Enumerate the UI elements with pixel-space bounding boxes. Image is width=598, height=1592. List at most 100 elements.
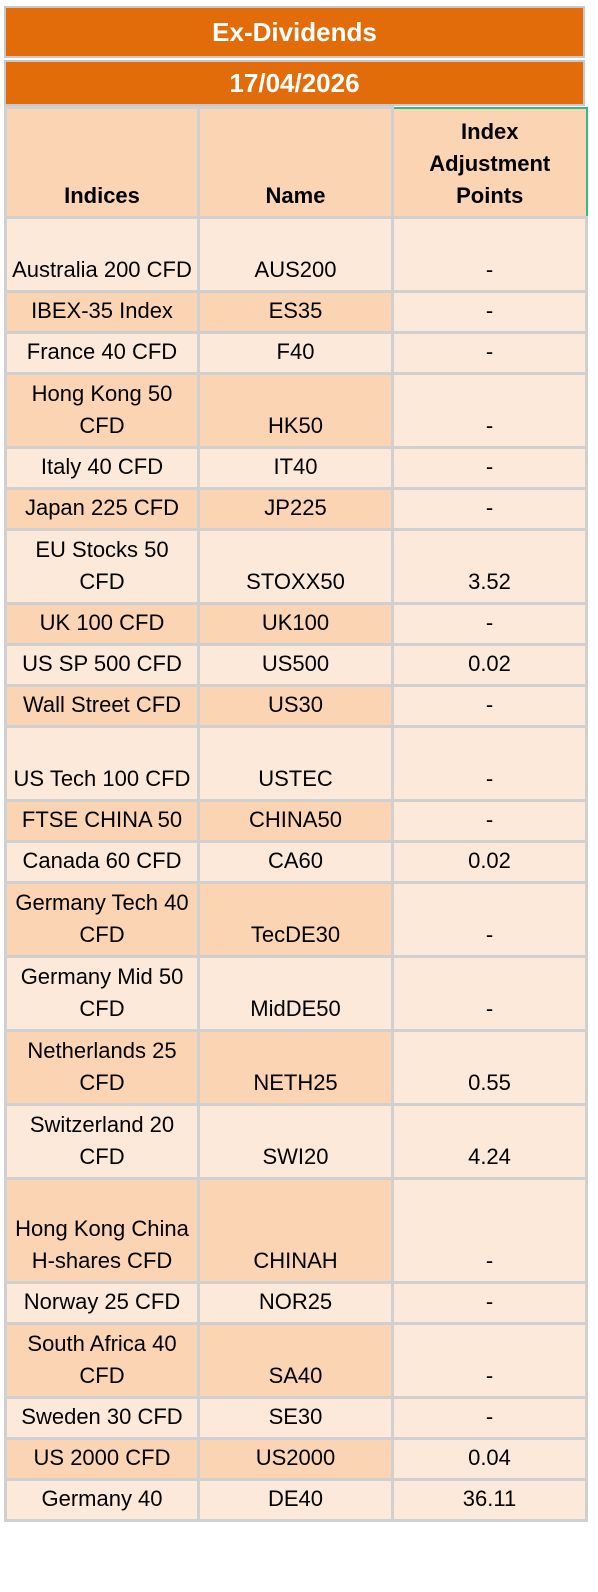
- table-row: Germany 40 DE40 36.11: [4, 1478, 588, 1522]
- points-cell[interactable]: -: [391, 1177, 588, 1284]
- table-row: Wall Street CFD US30-: [4, 684, 588, 728]
- points-cell[interactable]: -: [391, 372, 588, 449]
- symbol-cell[interactable]: JP225: [197, 487, 394, 531]
- table-body: Australia 200 CFD AUS200- IBEX-35 Index ES3…: [4, 216, 588, 1522]
- symbol-cell[interactable]: SA40: [197, 1322, 394, 1399]
- symbol-cell[interactable]: US500: [197, 643, 394, 687]
- symbol-cell[interactable]: CA60: [197, 840, 394, 884]
- table-row: Switzerland 20 CFD SWI20 4.24: [4, 1103, 588, 1180]
- index-cell[interactable]: Italy 40 CFD: [4, 446, 200, 490]
- symbol-cell[interactable]: DE40: [197, 1478, 394, 1522]
- symbol-cell[interactable]: MidDE50: [197, 955, 394, 1032]
- index-cell[interactable]: France 40 CFD: [4, 331, 200, 375]
- table-row: South Africa 40 CFD SA40-: [4, 1322, 588, 1399]
- table-row: Sweden 30 CFD SE30-: [4, 1396, 588, 1440]
- index-cell[interactable]: Hong Kong 50 CFD: [4, 372, 200, 449]
- table-row: Germany Mid 50 CFD MidDE50-: [4, 955, 588, 1032]
- index-cell[interactable]: South Africa 40 CFD: [4, 1322, 200, 1399]
- points-cell[interactable]: -: [391, 955, 588, 1032]
- table-row: FTSE CHINA 50 CHINA50-: [4, 799, 588, 843]
- index-cell[interactable]: Germany Mid 50 CFD: [4, 955, 200, 1032]
- table-row: Canada 60 CFD CA60 0.02: [4, 840, 588, 884]
- table-row: UK 100 CFD UK100-: [4, 602, 588, 646]
- table-row: Hong Kong China H-shares CFD CHINAH -: [4, 1177, 588, 1284]
- symbol-cell[interactable]: SE30: [197, 1396, 394, 1440]
- index-cell[interactable]: Japan 225 CFD: [4, 487, 200, 531]
- points-cell[interactable]: -: [391, 1281, 588, 1325]
- index-cell[interactable]: Germany 40: [4, 1478, 200, 1522]
- symbol-cell[interactable]: NETH25: [197, 1029, 394, 1106]
- sheet-title: Ex-Dividends: [4, 6, 585, 58]
- symbol-cell[interactable]: USTEC: [197, 725, 394, 802]
- ex-dividends-table: Indices Name Index Adjustment Points Aus…: [4, 106, 588, 1522]
- points-cell[interactable]: -: [391, 881, 588, 958]
- points-cell[interactable]: 0.04: [391, 1437, 588, 1481]
- symbol-cell[interactable]: NOR25: [197, 1281, 394, 1325]
- symbol-cell[interactable]: ES35: [197, 290, 394, 334]
- index-cell[interactable]: Switzerland 20 CFD: [4, 1103, 200, 1180]
- symbol-cell[interactable]: TecDE30: [197, 881, 394, 958]
- table-row: US SP 500 CFD US500 0.02: [4, 643, 588, 687]
- points-cell[interactable]: -: [391, 290, 588, 334]
- column-header-adjustment-points[interactable]: Index Adjustment Points: [391, 106, 588, 219]
- points-cell[interactable]: -: [391, 331, 588, 375]
- table-row: IBEX-35 Index ES35-: [4, 290, 588, 334]
- points-cell[interactable]: 3.52: [391, 528, 588, 605]
- table-row: Netherlands 25 CFD NETH25 0.55: [4, 1029, 588, 1106]
- index-cell[interactable]: Netherlands 25 CFD: [4, 1029, 200, 1106]
- index-cell[interactable]: US 2000 CFD: [4, 1437, 200, 1481]
- symbol-cell[interactable]: STOXX50: [197, 528, 394, 605]
- symbol-cell[interactable]: IT40: [197, 446, 394, 490]
- index-cell[interactable]: Wall Street CFD: [4, 684, 200, 728]
- index-cell[interactable]: Canada 60 CFD: [4, 840, 200, 884]
- points-cell[interactable]: -: [391, 602, 588, 646]
- index-cell[interactable]: IBEX-35 Index: [4, 290, 200, 334]
- index-cell[interactable]: US Tech 100 CFD: [4, 725, 200, 802]
- index-cell[interactable]: Sweden 30 CFD: [4, 1396, 200, 1440]
- table-row: Australia 200 CFD AUS200-: [4, 216, 588, 293]
- symbol-cell[interactable]: F40: [197, 331, 394, 375]
- index-cell[interactable]: Germany Tech 40 CFD: [4, 881, 200, 958]
- points-cell[interactable]: -: [391, 216, 588, 293]
- table-row: Hong Kong 50 CFD HK50-: [4, 372, 588, 449]
- points-cell[interactable]: -: [391, 725, 588, 802]
- points-cell[interactable]: 0.02: [391, 840, 588, 884]
- index-cell[interactable]: Hong Kong China H-shares CFD: [4, 1177, 200, 1284]
- index-cell[interactable]: FTSE CHINA 50: [4, 799, 200, 843]
- table-row: Germany Tech 40 CFD TecDE30-: [4, 881, 588, 958]
- table-row: EU Stocks 50 CFD STOXX50 3.52: [4, 528, 588, 605]
- table-row: US Tech 100 CFD USTEC -: [4, 725, 588, 802]
- points-cell[interactable]: -: [391, 446, 588, 490]
- points-cell[interactable]: -: [391, 684, 588, 728]
- symbol-cell[interactable]: CHINAH: [197, 1177, 394, 1284]
- points-cell[interactable]: -: [391, 487, 588, 531]
- index-cell[interactable]: UK 100 CFD: [4, 602, 200, 646]
- symbol-cell[interactable]: AUS200: [197, 216, 394, 293]
- symbol-cell[interactable]: US2000: [197, 1437, 394, 1481]
- index-cell[interactable]: US SP 500 CFD: [4, 643, 200, 687]
- table-row: Japan 225 CFD JP225-: [4, 487, 588, 531]
- points-cell[interactable]: 36.11: [391, 1478, 588, 1522]
- symbol-cell[interactable]: HK50: [197, 372, 394, 449]
- index-cell[interactable]: Australia 200 CFD: [4, 216, 200, 293]
- points-cell[interactable]: 4.24: [391, 1103, 588, 1180]
- table-row: Norway 25 CFD NOR25-: [4, 1281, 588, 1325]
- points-cell[interactable]: -: [391, 1396, 588, 1440]
- points-cell[interactable]: -: [391, 799, 588, 843]
- symbol-cell[interactable]: CHINA50: [197, 799, 394, 843]
- index-cell[interactable]: EU Stocks 50 CFD: [4, 528, 200, 605]
- points-cell[interactable]: 0.55: [391, 1029, 588, 1106]
- table-row: France 40 CFD F40-: [4, 331, 588, 375]
- index-cell[interactable]: Norway 25 CFD: [4, 1281, 200, 1325]
- symbol-cell[interactable]: UK100: [197, 602, 394, 646]
- table-row: US 2000 CFD US2000 0.04: [4, 1437, 588, 1481]
- symbol-cell[interactable]: SWI20: [197, 1103, 394, 1180]
- points-cell[interactable]: 0.02: [391, 643, 588, 687]
- column-header-name[interactable]: Name: [197, 106, 394, 219]
- ex-dividends-sheet: Ex-Dividends 17/04/2026 Indices Name Ind…: [4, 6, 588, 1522]
- column-header-indices[interactable]: Indices: [4, 106, 200, 219]
- table-row: Italy 40 CFD IT40-: [4, 446, 588, 490]
- sheet-date: 17/04/2026: [4, 60, 585, 106]
- symbol-cell[interactable]: US30: [197, 684, 394, 728]
- points-cell[interactable]: -: [391, 1322, 588, 1399]
